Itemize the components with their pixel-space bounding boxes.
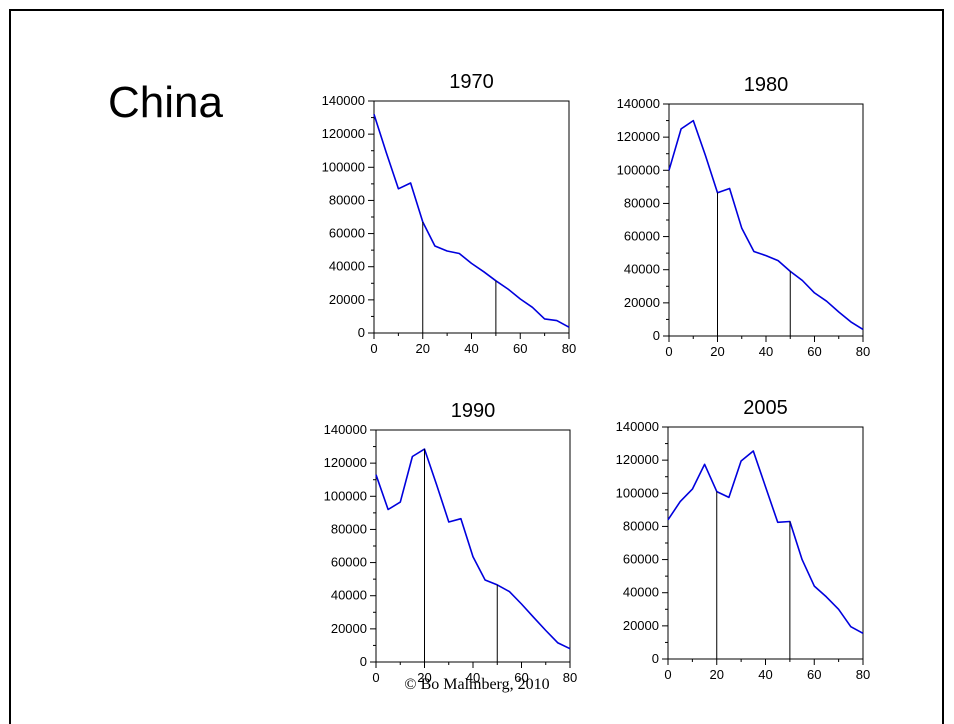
page-title: China	[108, 78, 223, 127]
plot-frame	[373, 100, 570, 334]
series-line	[668, 119, 864, 331]
y-tick-label: 40000	[331, 588, 367, 603]
x-tick-label: 20	[417, 670, 431, 685]
y-tick-label: 100000	[324, 488, 367, 503]
x-tick-label: 0	[372, 670, 379, 685]
x-tick-label: 60	[513, 341, 527, 356]
y-tick-label: 40000	[624, 262, 660, 277]
y-tick-label: 40000	[623, 585, 659, 600]
series-line	[667, 450, 864, 635]
y-tick-label: 60000	[331, 555, 367, 570]
y-tick-label: 100000	[617, 162, 660, 177]
x-tick-label: 40	[464, 341, 478, 356]
y-tick-label: 140000	[616, 419, 659, 434]
series-line	[375, 448, 571, 650]
x-tick-label: 20	[416, 341, 430, 356]
x-tick-label: 0	[665, 344, 672, 359]
y-tick-label: 0	[360, 654, 367, 669]
y-tick-label: 20000	[624, 295, 660, 310]
y-tick-label: 0	[653, 328, 660, 343]
x-tick-label: 20	[710, 667, 724, 682]
y-tick-label: 60000	[329, 226, 365, 241]
x-tick-label: 40	[759, 344, 773, 359]
x-tick-label: 60	[807, 344, 821, 359]
chart-2005: 2005 0 20000 40000 60000 80000 100000 120000 140…	[616, 397, 871, 682]
y-tick-label: 80000	[331, 521, 367, 536]
y-tick-label: 120000	[322, 126, 365, 141]
x-tick-label: 0	[370, 341, 377, 356]
x-tick-label: 80	[856, 344, 870, 359]
x-tick-label: 40	[466, 670, 480, 685]
x-tick-label: 80	[856, 667, 870, 682]
y-tick-label: 60000	[624, 229, 660, 244]
y-tick-label: 20000	[329, 292, 365, 307]
x-tick-label: 80	[562, 341, 576, 356]
y-tick-label: 0	[358, 325, 365, 340]
chart-title: 2005	[743, 397, 788, 419]
chart-title: 1980	[744, 74, 789, 96]
y-tick-label: 120000	[616, 452, 659, 467]
y-tick-label: 140000	[322, 93, 365, 108]
x-tick-label: 0	[664, 667, 671, 682]
x-tick-label: 40	[758, 667, 772, 682]
x-tick-label: 60	[514, 670, 528, 685]
x-tick-label: 80	[563, 670, 577, 685]
chart-1990: 1990 0 20000 40000 60000 80000 100000 120000 140…	[324, 400, 578, 685]
y-tick-label: 20000	[623, 618, 659, 633]
y-tick-label: 140000	[617, 96, 660, 111]
y-tick-label: 100000	[322, 159, 365, 174]
y-tick-label: 120000	[324, 455, 367, 470]
chart-1980: 1980 0 20000 40000 60000 80000 100000 120000 140…	[617, 74, 871, 359]
slide-frame	[9, 9, 944, 724]
y-tick-label: 40000	[329, 259, 365, 274]
y-tick-label: 120000	[617, 129, 660, 144]
y-tick-label: 80000	[623, 518, 659, 533]
y-tick-label: 80000	[329, 192, 365, 207]
y-tick-label: 100000	[616, 485, 659, 500]
x-tick-label: 60	[807, 667, 821, 682]
plot-frame	[667, 426, 864, 660]
x-tick-label: 20	[710, 344, 724, 359]
y-tick-label: 0	[652, 651, 659, 666]
series-line	[373, 114, 570, 328]
y-tick-label: 60000	[623, 552, 659, 567]
y-tick-label: 80000	[624, 195, 660, 210]
chart-title: 1990	[451, 400, 496, 422]
plot-frame	[375, 429, 571, 663]
plot-frame	[668, 103, 864, 337]
y-tick-label: 140000	[324, 422, 367, 437]
chart-1970: 1970 0 20000 40000 60000 80000 100000 120000 140…	[322, 71, 577, 356]
chart-title: 1970	[449, 71, 494, 93]
y-tick-label: 20000	[331, 621, 367, 636]
